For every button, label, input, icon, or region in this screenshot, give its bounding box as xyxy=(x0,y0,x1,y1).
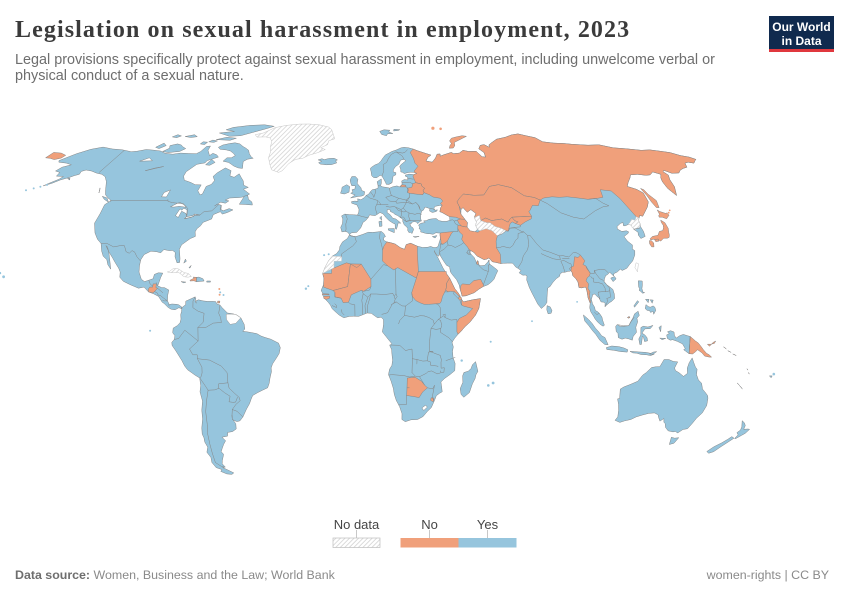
svg-text:Yes: Yes xyxy=(477,517,499,532)
svg-text:No data: No data xyxy=(334,517,380,532)
svg-text:No: No xyxy=(421,517,438,532)
